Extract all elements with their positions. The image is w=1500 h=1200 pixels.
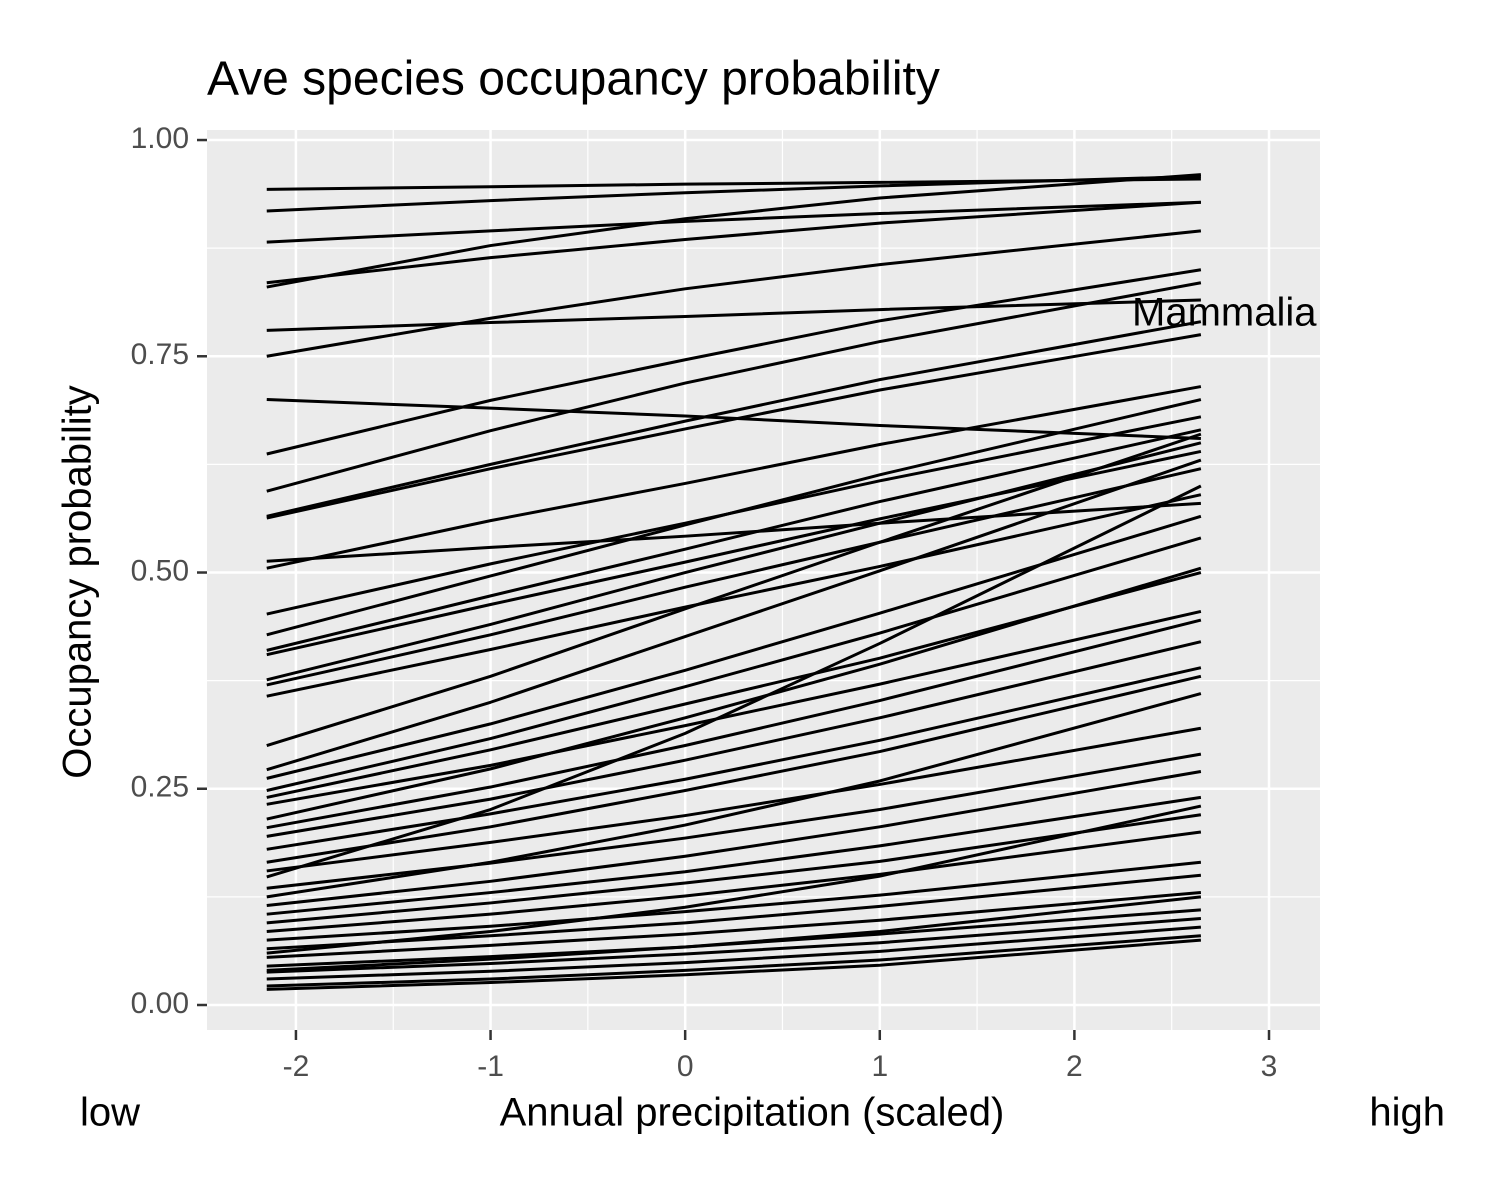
x-tick-label: -2 <box>283 1050 310 1083</box>
series-line <box>266 692 1202 899</box>
series-line <box>266 813 1202 925</box>
series-line <box>266 609 1202 806</box>
series-line <box>266 536 1202 792</box>
series-line <box>266 934 1202 988</box>
series-line <box>266 320 1202 518</box>
series-line <box>266 514 1202 780</box>
series-line <box>266 726 1202 873</box>
y-tick-label: 0.50 <box>131 554 189 587</box>
series-line <box>266 830 1202 933</box>
lines <box>266 173 1202 991</box>
series-line <box>266 917 1202 974</box>
series-line <box>266 891 1202 959</box>
x-tick-label: 3 <box>1261 1050 1278 1083</box>
series-line <box>266 385 1202 570</box>
series-line <box>266 640 1202 838</box>
series-line <box>266 432 1202 747</box>
series-line <box>266 458 1202 772</box>
series-line <box>266 281 1202 493</box>
series-line <box>266 752 1202 890</box>
series-line <box>266 895 1202 972</box>
series-line <box>266 333 1202 520</box>
x-tick-label: 2 <box>1066 1050 1083 1083</box>
series-line <box>266 398 1201 440</box>
series-line <box>266 804 1202 955</box>
series-line <box>266 566 1202 821</box>
x-tick-label: -1 <box>477 1050 504 1083</box>
series-line <box>266 173 1202 289</box>
series-line <box>266 428 1202 652</box>
series-line <box>266 398 1202 637</box>
x-tick-label: 0 <box>677 1050 694 1083</box>
series-line <box>266 484 1202 879</box>
x-axis-title: Annual precipitation (scaled) <box>500 1091 1005 1135</box>
low-label: low <box>80 1091 140 1135</box>
series-line <box>266 174 1201 213</box>
chart-title: Ave species occupancy probability <box>207 53 940 106</box>
series-line <box>266 200 1201 285</box>
series-line <box>266 441 1202 682</box>
series-line <box>266 268 1202 456</box>
y-tick-label: 0.25 <box>131 771 189 804</box>
series-line <box>266 769 1202 908</box>
y-tick-label: 1.00 <box>131 122 189 155</box>
series-line <box>266 925 1202 981</box>
series-line <box>266 795 1202 916</box>
series-line <box>266 415 1202 616</box>
annotation: Mammalia <box>1132 290 1317 334</box>
y-axis-title: Occupancy probability <box>56 385 100 779</box>
series-line <box>266 467 1202 687</box>
high-label: high <box>1369 1091 1445 1135</box>
series-line <box>266 938 1202 991</box>
series-line <box>266 618 1202 830</box>
series-line <box>266 229 1202 358</box>
series-line <box>266 860 1202 942</box>
series-line <box>266 674 1202 864</box>
series-line <box>266 666 1202 851</box>
series-line <box>266 571 1202 799</box>
x-tick-label: 1 <box>871 1050 888 1083</box>
series-line <box>266 200 1201 244</box>
series-line <box>266 493 1202 698</box>
series-line <box>266 298 1201 332</box>
y-tick-label: 0.00 <box>131 987 189 1020</box>
y-tick-label: 0.75 <box>131 338 189 371</box>
